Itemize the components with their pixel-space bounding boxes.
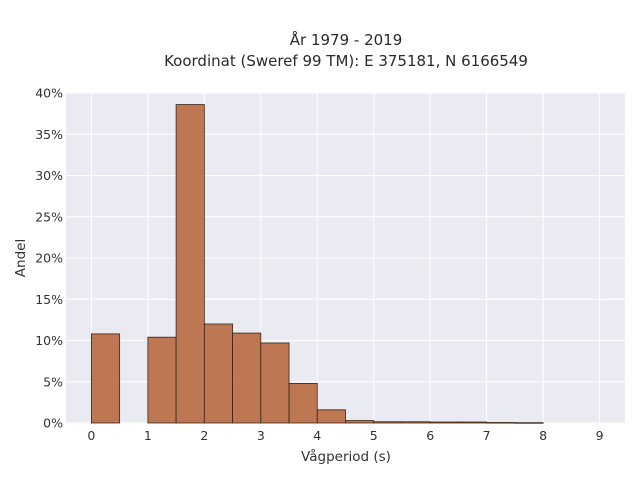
x-tick-label: 2	[200, 428, 208, 443]
histogram-bar	[288, 382, 318, 424]
y-tick-label: 25%	[35, 209, 63, 224]
histogram-bar	[316, 409, 346, 424]
x-tick-label: 8	[539, 428, 547, 443]
y-tick-label: 10%	[35, 333, 63, 348]
x-tick-label: 4	[313, 428, 321, 443]
chart-title-line2: Koordinat (Sweref 99 TM): E 375181, N 61…	[164, 52, 528, 70]
histogram-bar	[203, 323, 233, 424]
histogram-bar	[514, 422, 544, 424]
y-tick-label: 20%	[35, 251, 63, 266]
x-tick-label: 1	[144, 428, 152, 443]
chart-title-line1: År 1979 - 2019	[290, 30, 403, 49]
histogram-bar	[147, 336, 177, 424]
histogram-bar	[373, 421, 403, 424]
y-tick-label: 0%	[43, 416, 63, 431]
y-tick-label: 15%	[35, 292, 63, 307]
histogram-bar	[175, 104, 205, 424]
y-tick-label: 30%	[35, 168, 63, 183]
bars	[91, 104, 544, 424]
y-tick-label: 35%	[35, 127, 63, 142]
histogram-bar	[401, 421, 431, 424]
x-axis-label: Vågperiod (s)	[301, 448, 391, 465]
y-tick-label: 5%	[43, 374, 63, 389]
y-tick-labels: 0% 5% 10% 15% 20% 25% 30% 35% 40%	[35, 86, 63, 431]
y-tick-label: 40%	[35, 86, 63, 101]
histogram-bar	[345, 420, 375, 424]
x-tick-label: 0	[87, 428, 95, 443]
x-tick-label: 7	[483, 428, 491, 443]
x-tick-label: 5	[370, 428, 378, 443]
histogram-bar	[458, 421, 488, 424]
histogram-bar	[429, 421, 459, 424]
x-tick-label: 3	[257, 428, 265, 443]
x-tick-label: 6	[426, 428, 434, 443]
histogram-bar	[260, 342, 290, 424]
histogram-bar	[91, 333, 121, 424]
histogram-bar	[232, 332, 262, 424]
histogram-bar	[486, 422, 516, 424]
x-tick-labels: 0 1 2 3 4 5 6 7 8 9	[87, 428, 603, 443]
y-axis-label: Andel	[13, 239, 29, 277]
x-tick-label: 9	[596, 428, 604, 443]
